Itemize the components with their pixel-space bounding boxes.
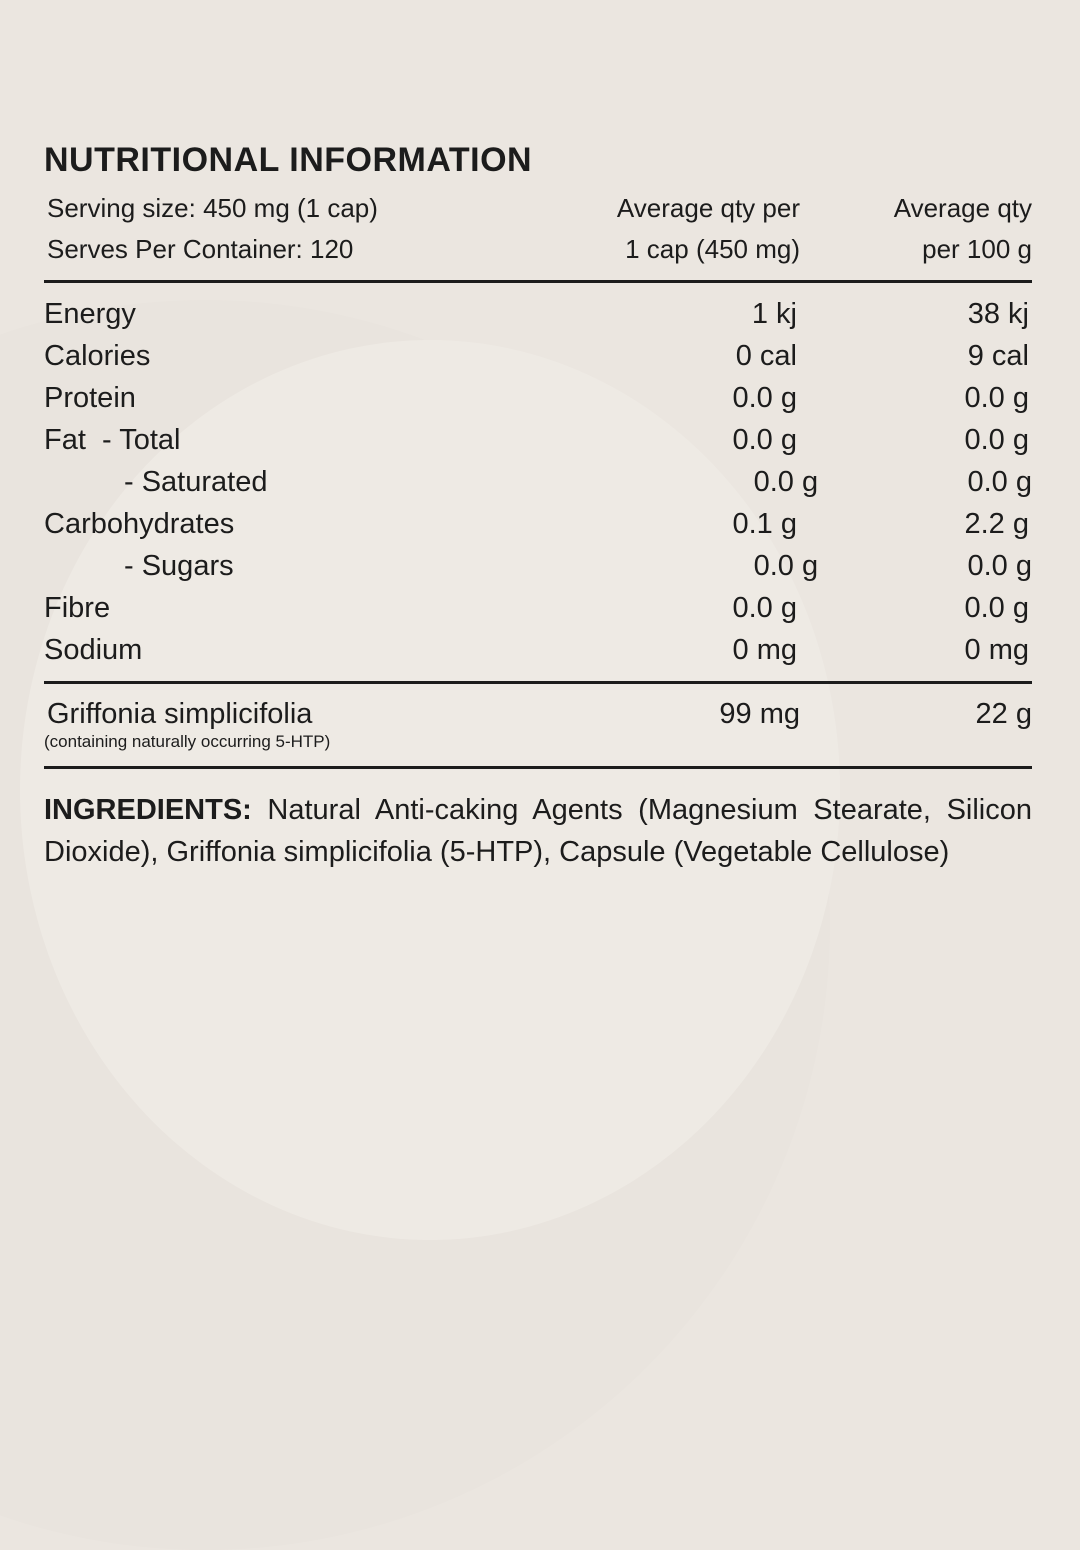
per-serve-value: 0.0 g: [732, 592, 798, 624]
nutrition-panel: NUTRITIONAL INFORMATION Serving size: 45…: [44, 140, 1032, 902]
header-row-1: Serving size: 450 mg (1 cap) Average qty…: [44, 188, 1032, 229]
col2-header-line1: Average qty: [893, 193, 1032, 223]
nutrient-name: - Sugars: [124, 550, 234, 582]
nutrient-name: Energy: [44, 298, 136, 330]
table-row: - Saturated 0.0 g 0.0 g: [44, 461, 1032, 503]
col1-header-line2: 1 cap (450 mg): [625, 234, 800, 264]
per-100g-value: 0.0 g: [964, 424, 1030, 456]
per-100g-value: 0.0 g: [964, 592, 1030, 624]
per-serve-value: 0.1 g: [732, 508, 798, 540]
nutrient-name: Fat - Total: [44, 424, 181, 456]
serving-size: Serving size: 450 mg (1 cap): [47, 193, 378, 223]
per-100g-value: 9 cal: [967, 340, 1029, 372]
header-row-2: Serves Per Container: 120 1 cap (450 mg)…: [44, 229, 1032, 270]
table-row: Energy 1 kj 38 kj: [44, 293, 1032, 335]
per-serve-value: 1 kj: [751, 298, 797, 330]
serves-per-container: Serves Per Container: 120: [47, 234, 354, 264]
table-row: Calories 0 cal 9 cal: [44, 335, 1032, 377]
table-row: - Sugars 0.0 g 0.0 g: [44, 545, 1032, 587]
table-row: Carbohydrates 0.1 g 2.2 g: [44, 503, 1032, 545]
table-row: Fat - Total 0.0 g 0.0 g: [44, 419, 1032, 461]
per-serve-value: 0.0 g: [732, 382, 798, 414]
per-serve-value: 0.0 g: [732, 424, 798, 456]
nutrient-name: Protein: [44, 382, 136, 414]
divider: [44, 766, 1032, 769]
active-per-100g: 22 g: [975, 698, 1032, 730]
per-serve-value: 0.0 g: [753, 466, 819, 498]
active-ingredient-row: Griffonia simplicifolia 99 mg 22 g: [44, 694, 1032, 734]
per-100g-value: 2.2 g: [964, 508, 1030, 540]
table-row: Fibre 0.0 g 0.0 g: [44, 587, 1032, 629]
active-ingredient-name: Griffonia simplicifolia: [47, 698, 313, 730]
panel-title: NUTRITIONAL INFORMATION: [44, 141, 533, 179]
col2-header-line2: per 100 g: [922, 234, 1032, 264]
ingredients-label: INGREDIENTS:: [44, 794, 252, 826]
table-row: Protein 0.0 g 0.0 g: [44, 377, 1032, 419]
per-100g-value: 0.0 g: [964, 382, 1030, 414]
per-100g-value: 38 kj: [967, 298, 1029, 330]
nutrient-name: - Saturated: [124, 466, 268, 498]
divider: [44, 280, 1032, 283]
nutrient-name: Carbohydrates: [44, 508, 235, 540]
col1-header-line1: Average qty per: [616, 193, 800, 223]
active-per-serve: 99 mg: [719, 698, 800, 730]
divider: [44, 681, 1032, 684]
per-serve-value: 0 mg: [732, 634, 797, 666]
per-100g-value: 0 mg: [964, 634, 1029, 666]
nutrient-name: Calories: [44, 340, 151, 372]
per-100g-value: 0.0 g: [967, 466, 1032, 498]
ingredients-paragraph: INGREDIENTS: Natural Anti-caking Agents …: [44, 789, 1032, 873]
table-row: Sodium 0 mg 0 mg: [44, 629, 1032, 671]
nutrient-name: Fibre: [44, 592, 111, 624]
active-ingredient-note: (containing naturally occurring 5-HTP): [44, 732, 331, 751]
per-serve-value: 0 cal: [735, 340, 797, 372]
per-serve-value: 0.0 g: [753, 550, 819, 582]
nutrient-name: Sodium: [44, 634, 143, 666]
ingredients-text: Natural Anti-caking Agents (Magnesium St…: [44, 794, 1032, 868]
per-100g-value: 0.0 g: [967, 550, 1032, 582]
